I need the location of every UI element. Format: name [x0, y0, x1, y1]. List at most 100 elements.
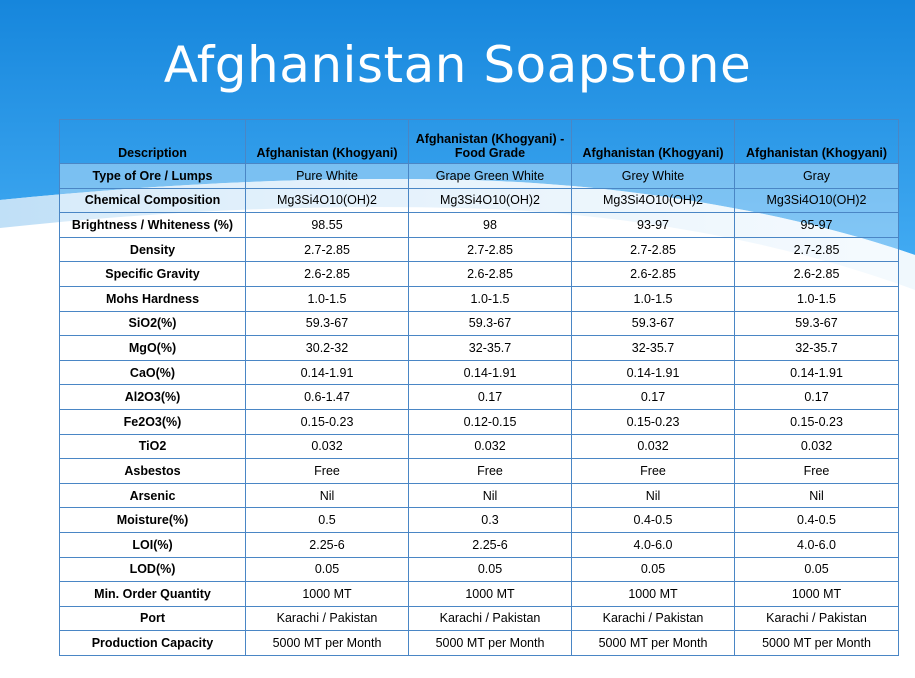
row-label: Fe2O3(%) — [59, 408, 246, 435]
table-row: Specific Gravity 2.6-2.85 2.6-2.85 2.6-2.85… — [59, 261, 899, 287]
table-cell: 2.7-2.85 — [734, 236, 899, 263]
column-header-product-2: Afghanistan (Khogyani) - Food Grade — [408, 119, 572, 164]
row-label: Chemical Composition — [59, 187, 246, 214]
table-cell: 32-35.7 — [571, 335, 735, 361]
table-cell: 1.0-1.5 — [408, 285, 572, 312]
table-cell: 0.17 — [408, 384, 572, 410]
table-cell: 0.032 — [245, 433, 409, 460]
row-label: TiO2 — [59, 433, 246, 460]
table-row: Min. Order Quantity 1000 MT 1000 MT 1000 MT… — [59, 581, 899, 607]
table-row: Fe2O3(%) 0.15-0.23 0.12-0.15 0.15-0.23 0.15-… — [59, 408, 899, 435]
table-cell: Free — [571, 458, 735, 484]
column-header-product-1: Afghanistan (Khogyani) — [245, 119, 409, 164]
row-label: Moisture(%) — [59, 507, 246, 533]
table-cell: 0.17 — [571, 384, 735, 410]
table-cell: 2.6-2.85 — [571, 261, 735, 287]
table-header-row: Description Afghanistan (Khogyani) Afgha… — [59, 119, 899, 164]
table-cell: Grape Green White — [408, 163, 572, 189]
table-cell: 5000 MT per Month — [734, 630, 899, 656]
table-cell: 2.6-2.85 — [408, 261, 572, 287]
table-cell: 0.15-0.23 — [734, 408, 899, 435]
table-cell: Grey White — [571, 163, 735, 189]
table-cell: Karachi / Pakistan — [408, 605, 572, 632]
table-body: Type of Ore / Lumps Pure White Grape Green… — [59, 163, 899, 656]
table-cell: 0.15-0.23 — [571, 408, 735, 435]
table-row: Brightness / Whiteness (%) 98.55 98 93-97 95… — [59, 212, 899, 238]
table-cell: 59.3-67 — [571, 310, 735, 337]
table-cell: 32-35.7 — [734, 335, 899, 361]
table-row: Density 2.7-2.85 2.7-2.85 2.7-2.85 2.7-2.85 — [59, 236, 899, 263]
table-cell: 5000 MT per Month — [245, 630, 409, 656]
column-header-product-4: Afghanistan (Khogyani) — [734, 119, 899, 164]
table-cell: Nil — [245, 482, 409, 509]
table-cell: Karachi / Pakistan — [734, 605, 899, 632]
table-cell: 1000 MT — [734, 581, 899, 607]
column-header-product-3: Afghanistan (Khogyani) — [571, 119, 735, 164]
table-cell: 0.05 — [571, 556, 735, 583]
table-cell: Karachi / Pakistan — [245, 605, 409, 632]
table-cell: 0.14-1.91 — [571, 359, 735, 386]
table-cell: 30.2-32 — [245, 335, 409, 361]
table-cell: Mg3Si4O10(OH)2 — [734, 187, 899, 214]
page-title: Afghanistan Soapstone — [163, 36, 752, 94]
table-cell: Nil — [571, 482, 735, 509]
row-label: Mohs Hardness — [59, 285, 246, 312]
specifications-table: Description Afghanistan (Khogyani) Afgha… — [59, 119, 899, 656]
table-cell: 1000 MT — [571, 581, 735, 607]
table-cell: Gray — [734, 163, 899, 189]
table-cell: 0.05 — [734, 556, 899, 583]
table-cell: 2.25-6 — [408, 531, 572, 558]
table-cell: 2.7-2.85 — [245, 236, 409, 263]
table-cell: 0.4-0.5 — [571, 507, 735, 533]
table-cell: 2.7-2.85 — [408, 236, 572, 263]
table-cell: 2.6-2.85 — [245, 261, 409, 287]
table-cell: 5000 MT per Month — [408, 630, 572, 656]
row-label: Min. Order Quantity — [59, 581, 246, 607]
row-label: LOI(%) — [59, 531, 246, 558]
table-row: Asbestos Free Free Free Free — [59, 458, 899, 484]
row-label: Arsenic — [59, 482, 246, 509]
row-label: LOD(%) — [59, 556, 246, 583]
table-cell: Mg3Si4O10(OH)2 — [408, 187, 572, 214]
table-cell: 0.3 — [408, 507, 572, 533]
table-row: SiO2(%) 59.3-67 59.3-67 59.3-67 59.3-67 — [59, 310, 899, 337]
row-label: MgO(%) — [59, 335, 246, 361]
table-cell: 32-35.7 — [408, 335, 572, 361]
table-cell: 59.3-67 — [245, 310, 409, 337]
column-header-description: Description — [59, 119, 246, 164]
table-row: MgO(%) 30.2-32 32-35.7 32-35.7 32-35.7 — [59, 335, 899, 361]
table-cell: 0.14-1.91 — [245, 359, 409, 386]
row-label: Al2O3(%) — [59, 384, 246, 410]
table-row: Type of Ore / Lumps Pure White Grape Green… — [59, 163, 899, 189]
table-cell: Free — [734, 458, 899, 484]
table-cell: 98.55 — [245, 212, 409, 238]
table-cell: 2.6-2.85 — [734, 261, 899, 287]
table-cell: 0.14-1.91 — [408, 359, 572, 386]
table-cell: 0.05 — [408, 556, 572, 583]
table-cell: Karachi / Pakistan — [571, 605, 735, 632]
table-row: Port Karachi / Pakistan Karachi / Pakistan… — [59, 605, 899, 632]
table-cell: 0.14-1.91 — [734, 359, 899, 386]
table-row: Production Capacity 5000 MT per Month 5000… — [59, 630, 899, 656]
table-cell: Pure White — [245, 163, 409, 189]
table-cell: 59.3-67 — [408, 310, 572, 337]
table-cell: 0.032 — [408, 433, 572, 460]
table-cell: 4.0-6.0 — [571, 531, 735, 558]
row-label: CaO(%) — [59, 359, 246, 386]
table-cell: 1.0-1.5 — [245, 285, 409, 312]
table-cell: Free — [408, 458, 572, 484]
table-cell: 2.25-6 — [245, 531, 409, 558]
table-cell: 0.4-0.5 — [734, 507, 899, 533]
table-row: LOI(%) 2.25-6 2.25-6 4.0-6.0 4.0-6.0 — [59, 531, 899, 558]
table-cell: Nil — [408, 482, 572, 509]
table-cell: 98 — [408, 212, 572, 238]
row-label: Brightness / Whiteness (%) — [59, 212, 246, 238]
table-cell: Mg3Si4O10(OH)2 — [571, 187, 735, 214]
row-label: Production Capacity — [59, 630, 246, 656]
row-label: Type of Ore / Lumps — [59, 163, 246, 189]
table-cell: 0.6-1.47 — [245, 384, 409, 410]
table-cell: 0.032 — [734, 433, 899, 460]
table-cell: 1000 MT — [408, 581, 572, 607]
table-row: Al2O3(%) 0.6-1.47 0.17 0.17 0.17 — [59, 384, 899, 410]
row-label: SiO2(%) — [59, 310, 246, 337]
